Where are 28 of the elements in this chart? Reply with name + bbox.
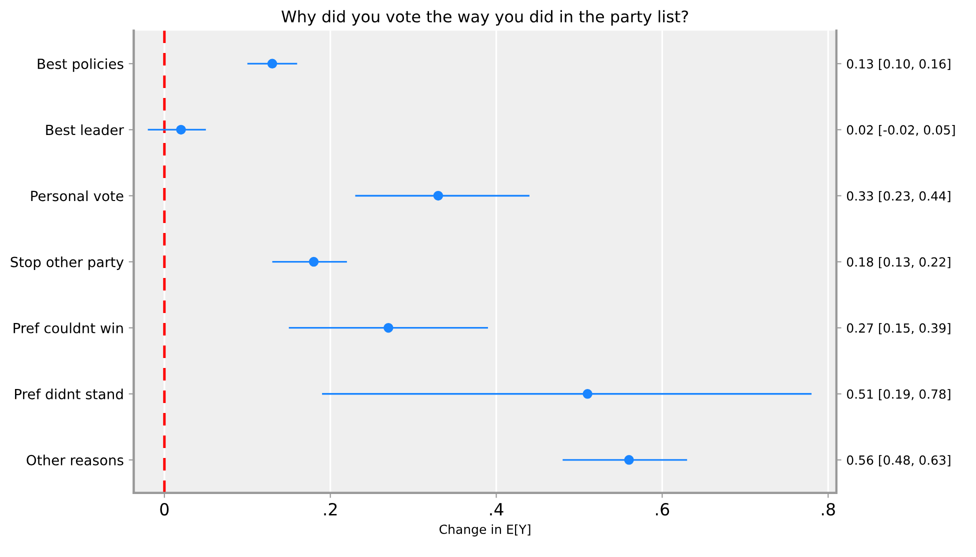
x-tick-label: .6 (656, 502, 670, 516)
y-tick-label: Pref didnt stand (15, 388, 123, 400)
point (433, 190, 444, 201)
x-tick-label: .2 (324, 502, 337, 516)
x-tick-label: .4 (490, 503, 504, 516)
data-label: 0.51 [0.19, 0.78] (846, 389, 950, 400)
data-label: 0.27 [0.15, 0.39] (846, 323, 950, 334)
point (624, 455, 634, 465)
x-tick-label: .8 (822, 502, 835, 516)
y-tick-label: Pref couldnt win (14, 322, 123, 334)
x-axis-title: Change in E[Y] (440, 524, 530, 536)
y-tick-label: Other reasons (26, 454, 124, 466)
data-label: 0.33 [0.23, 0.44] (846, 190, 950, 202)
data-label: 0.56 [0.48, 0.63] (846, 455, 950, 466)
data-label: 0.18 [0.13, 0.22] (846, 257, 950, 268)
y-tick-label: Stop other party (10, 256, 124, 270)
point (267, 58, 278, 69)
data-label: 0.13 [0.10, 0.16] (846, 58, 950, 70)
point (384, 322, 394, 333)
x-tick-label: 0 (160, 502, 169, 516)
y-tick-label: Best leader (46, 124, 124, 136)
chart-title: Why did you vote the way you did in the party list? (282, 10, 688, 26)
point (308, 256, 319, 267)
y-tick-label: Personal vote (31, 190, 124, 202)
data-label: 0.02 [-0.02, 0.05] (846, 124, 955, 136)
y-tick-label: Best policies (38, 58, 124, 72)
point (176, 124, 186, 135)
point (582, 389, 592, 399)
